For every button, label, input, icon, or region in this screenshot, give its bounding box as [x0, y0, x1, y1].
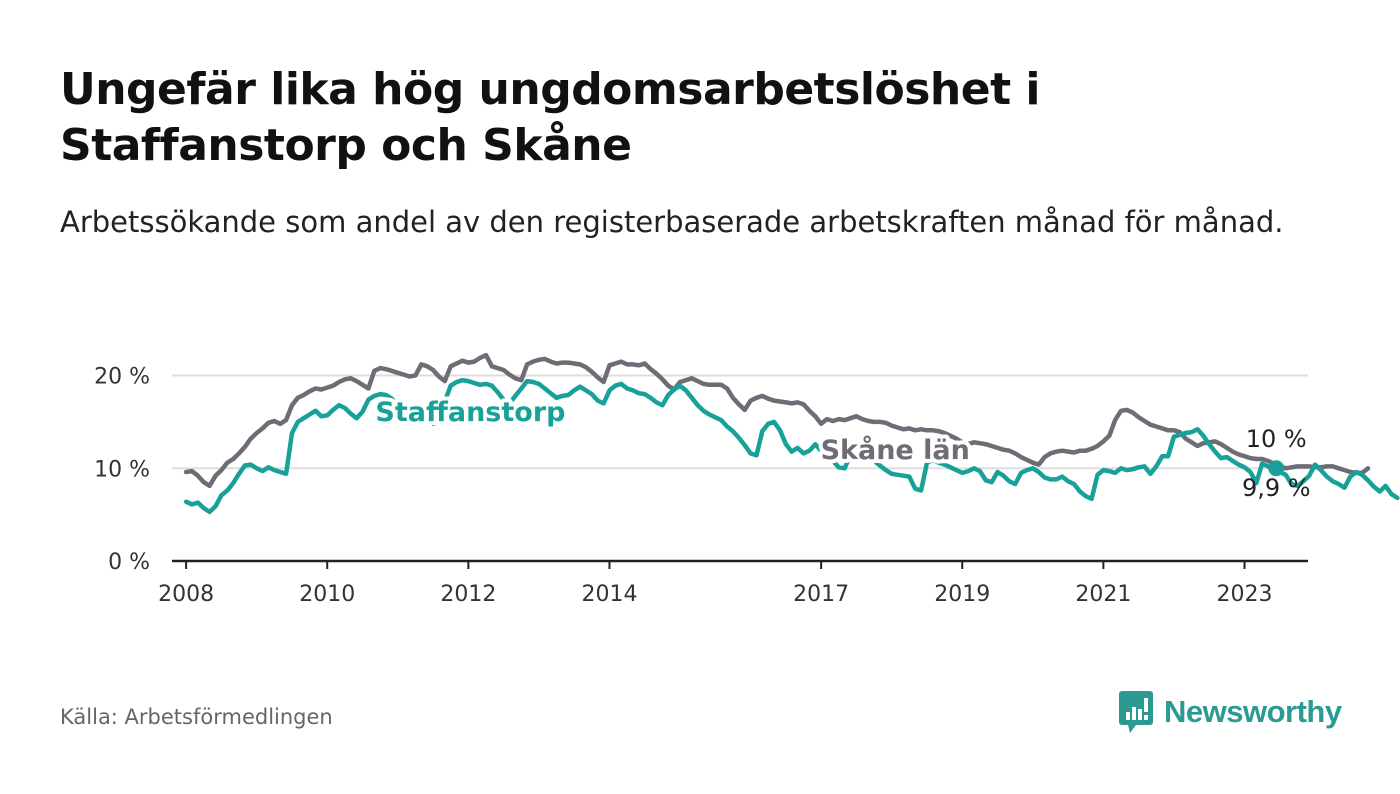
legend-label-skane: Skåne län	[821, 434, 970, 466]
end-point-marker	[1268, 460, 1285, 477]
x-tick-label: 2017	[793, 582, 849, 607]
legend-label-skane-halo: Skåne län	[821, 434, 970, 466]
x-tick-label: 2012	[440, 582, 496, 607]
y-tick-label: 0 %	[108, 550, 150, 575]
y-tick-label: 20 %	[94, 365, 150, 390]
y-tick-label: 10 %	[94, 457, 150, 482]
brand-name: Newsworthy	[1164, 694, 1342, 729]
x-tick-label: 2023	[1216, 582, 1272, 607]
series-line-staffanstorp	[183, 377, 1400, 515]
end-label-staffanstorp: 9,9 %	[1242, 474, 1311, 502]
newsworthy-logo-icon	[1119, 691, 1153, 733]
legend-label-staffanstorp: Staffanstorp	[375, 397, 565, 428]
chart-title: Ungefär lika hög ungdomsarbetslöshet i S…	[60, 64, 1041, 171]
series-line-skane	[183, 352, 1371, 489]
source-note: Källa: Arbetsförmedlingen	[60, 705, 333, 729]
x-tick-label: 2019	[934, 582, 990, 607]
legend-label-staffanstorp-halo: Staffanstorp	[375, 397, 565, 428]
x-tick-label: 2010	[299, 582, 355, 607]
chart-subtitle: Arbetssökande som andel av den registerb…	[60, 205, 1284, 239]
x-tick-label: 2014	[581, 582, 637, 607]
x-tick-label: 2008	[158, 582, 214, 607]
brand-logo: Newsworthy	[1118, 690, 1342, 734]
end-label-skane: 10 %	[1246, 425, 1307, 453]
x-tick-label: 2021	[1075, 582, 1131, 607]
